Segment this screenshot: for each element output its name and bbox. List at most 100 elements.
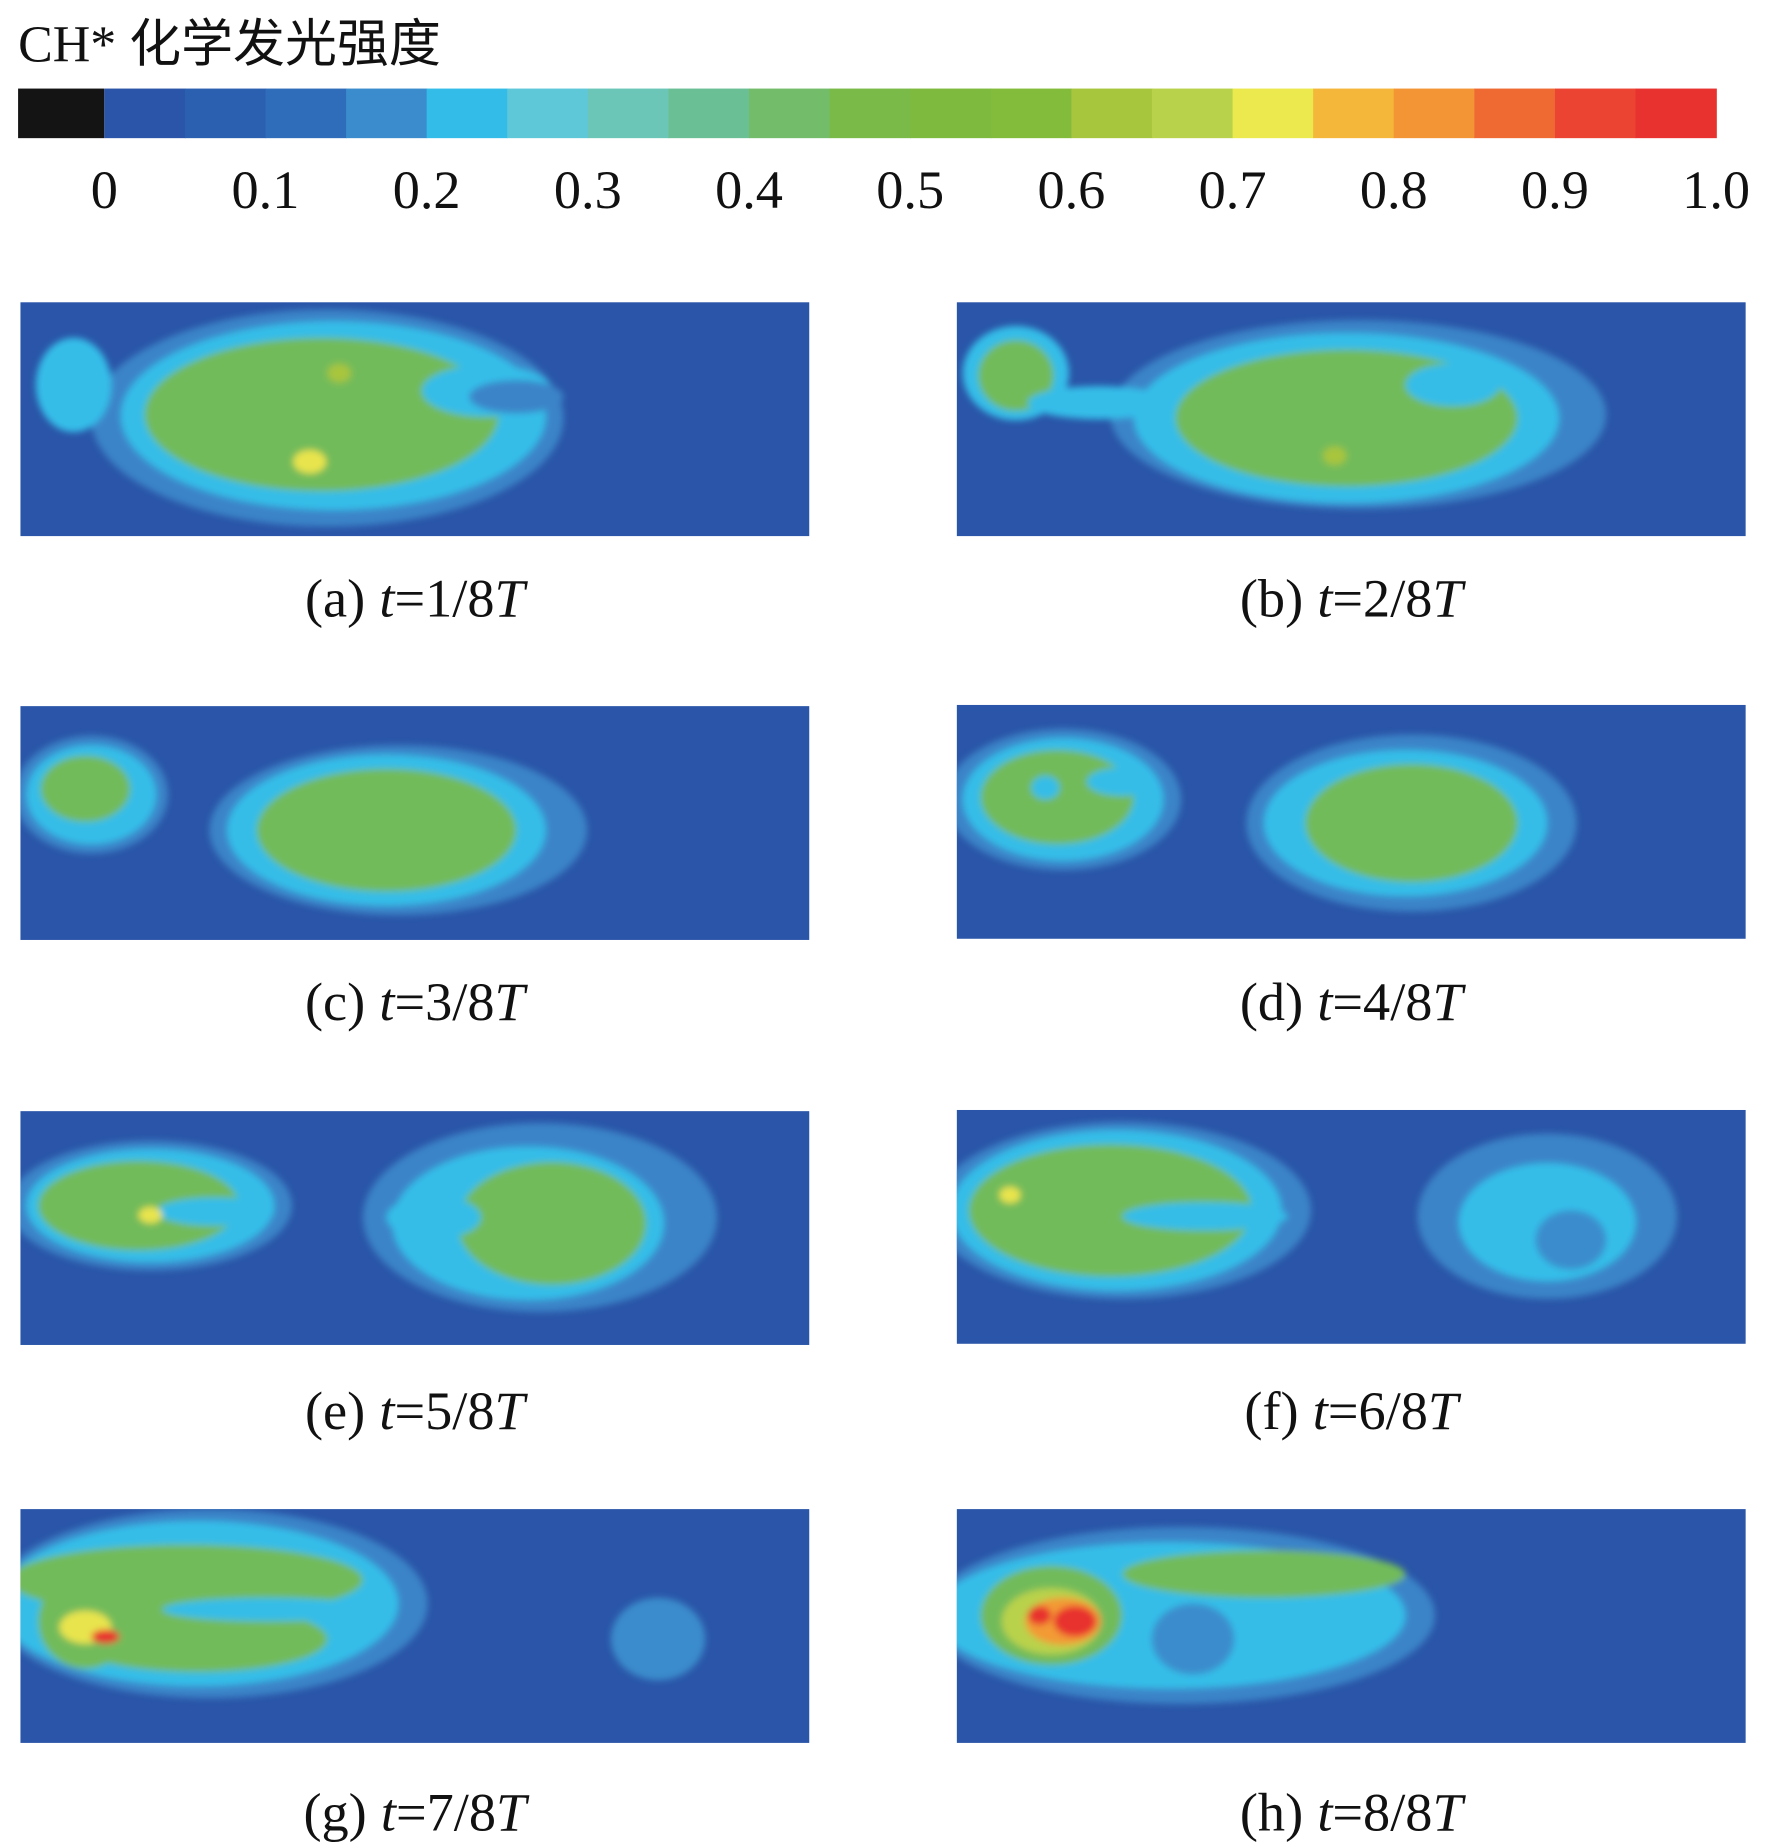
colorbar-tick-label: 1.0 bbox=[1682, 160, 1750, 220]
flame-region bbox=[40, 755, 131, 822]
caption-part: =2/8 bbox=[1332, 568, 1432, 628]
caption-part: =6/8 bbox=[1328, 1381, 1428, 1441]
colorbar-segment bbox=[668, 88, 750, 139]
flame-region bbox=[35, 337, 112, 433]
intensity-panel bbox=[956, 302, 1746, 537]
flame-shapes bbox=[35, 309, 564, 527]
flame-region bbox=[144, 337, 499, 492]
caption-part: T bbox=[495, 1381, 529, 1441]
caption-part: =4/8 bbox=[1332, 972, 1432, 1032]
colorbar-title: CH* 化学发光强度 bbox=[18, 16, 441, 73]
colorbar-segment bbox=[1554, 88, 1637, 139]
caption-part: (a) bbox=[305, 568, 365, 628]
caption-part: T bbox=[1432, 972, 1466, 1032]
flame-region bbox=[1122, 1550, 1406, 1598]
colorbar-tick-label: 0.1 bbox=[232, 160, 300, 220]
flame-region bbox=[256, 768, 517, 892]
flame-region bbox=[38, 1160, 239, 1251]
caption-part: (e) bbox=[305, 1381, 365, 1441]
caption-part: T bbox=[495, 568, 529, 628]
colorbar-tick-label: 0.9 bbox=[1521, 160, 1589, 220]
colorbar-segment bbox=[1474, 88, 1556, 139]
colorbar-segment bbox=[910, 88, 992, 139]
colorbar: 0 0.1 0.2 0.3 0.4 0.5 0.6 0.7 0.8 0.9 1.0 bbox=[18, 88, 1750, 220]
caption-part: T bbox=[495, 972, 529, 1032]
flame-region bbox=[1086, 767, 1158, 796]
panel-caption: (a) t=1/8T bbox=[305, 568, 529, 628]
colorbar-segment bbox=[1071, 88, 1153, 139]
caption-part: (g) bbox=[303, 1782, 366, 1842]
intensity-panel bbox=[956, 1109, 1746, 1344]
caption-part: t bbox=[1317, 568, 1334, 628]
flame-shapes bbox=[956, 1121, 1678, 1299]
colorbar-segment bbox=[990, 88, 1073, 139]
flame-region bbox=[1305, 763, 1518, 883]
panel-caption: (f) t=6/8T bbox=[1244, 1381, 1462, 1441]
flame-region bbox=[386, 1196, 481, 1239]
panel-caption: (h) t=8/8T bbox=[1240, 1782, 1467, 1842]
panels: (a) t=1/8T (b) t=2/8T(c) t=3/8T (d) t=4/8T(e) t… bbox=[20, 302, 1746, 1842]
flame-shapes bbox=[20, 1122, 718, 1312]
flame-region bbox=[1027, 386, 1170, 420]
caption-part: T bbox=[496, 1782, 530, 1842]
colorbar-segment bbox=[1393, 88, 1476, 139]
flame-region bbox=[1027, 1605, 1052, 1625]
flame-region bbox=[1405, 363, 1501, 407]
colorbar-tick-label: 0.3 bbox=[554, 160, 622, 220]
colorbar-segment bbox=[1232, 88, 1314, 139]
colorbar-tick-label: 0.6 bbox=[1037, 160, 1105, 220]
colorbar-segment bbox=[184, 88, 267, 139]
flame-shapes bbox=[956, 1526, 1436, 1704]
caption-part: t bbox=[379, 568, 396, 628]
colorbar-segment bbox=[265, 88, 347, 139]
colorbar-segment bbox=[1313, 88, 1395, 139]
flame-region bbox=[138, 1206, 163, 1224]
caption-part: =1/8 bbox=[395, 568, 495, 628]
flame-region bbox=[67, 1605, 328, 1673]
caption-part: (b) bbox=[1240, 568, 1303, 628]
intensity-panel bbox=[20, 1509, 810, 1743]
caption-part: (f) bbox=[1244, 1381, 1298, 1441]
colorbar-segment bbox=[829, 88, 911, 139]
intensity-panel bbox=[20, 1111, 810, 1345]
colorbar-tick-label: 0 bbox=[91, 160, 118, 220]
intensity-panel bbox=[956, 704, 1746, 939]
colorbar-segment bbox=[1635, 88, 1717, 139]
colorbar-under bbox=[18, 88, 105, 139]
intensity-panel bbox=[956, 1509, 1746, 1743]
colorbar-tick-label: 0.7 bbox=[1199, 160, 1267, 220]
colorbar-segment bbox=[749, 88, 831, 139]
caption-part: t bbox=[1317, 972, 1334, 1032]
caption-part: T bbox=[1432, 568, 1466, 628]
intensity-panel bbox=[20, 302, 810, 537]
caption-part: T bbox=[1428, 1381, 1462, 1441]
caption-part: t bbox=[381, 1782, 398, 1842]
flame-region bbox=[457, 1161, 647, 1285]
colorbar-tick-label: 0.4 bbox=[715, 160, 783, 220]
caption-part: =7/8 bbox=[396, 1782, 496, 1842]
caption-part: t bbox=[1317, 1782, 1334, 1842]
flame-region bbox=[1031, 775, 1060, 800]
flame-region bbox=[469, 380, 564, 414]
colorbar-segment bbox=[426, 88, 508, 139]
panel-caption: (d) t=4/8T bbox=[1240, 972, 1467, 1032]
caption-part: t bbox=[379, 1381, 396, 1441]
flame-shapes bbox=[962, 320, 1607, 509]
flame-shapes bbox=[956, 728, 1577, 912]
caption-part: (h) bbox=[1240, 1782, 1303, 1842]
intensity-panel bbox=[20, 706, 810, 940]
colorbar-segment bbox=[346, 88, 428, 139]
caption-part: =3/8 bbox=[395, 972, 495, 1032]
panel-caption: (g) t=7/8T bbox=[303, 1782, 530, 1842]
flame-region bbox=[1322, 446, 1347, 466]
flame-region bbox=[156, 1197, 275, 1226]
colorbar-segment bbox=[1151, 88, 1234, 139]
colorbar-tick-label: 0.5 bbox=[876, 160, 944, 220]
caption-part: (d) bbox=[1240, 972, 1303, 1032]
caption-part: =5/8 bbox=[395, 1381, 495, 1441]
caption-part: t bbox=[1313, 1381, 1330, 1441]
colorbar-segment bbox=[104, 88, 186, 139]
caption-part: t bbox=[379, 972, 396, 1032]
flame-region bbox=[327, 363, 352, 383]
